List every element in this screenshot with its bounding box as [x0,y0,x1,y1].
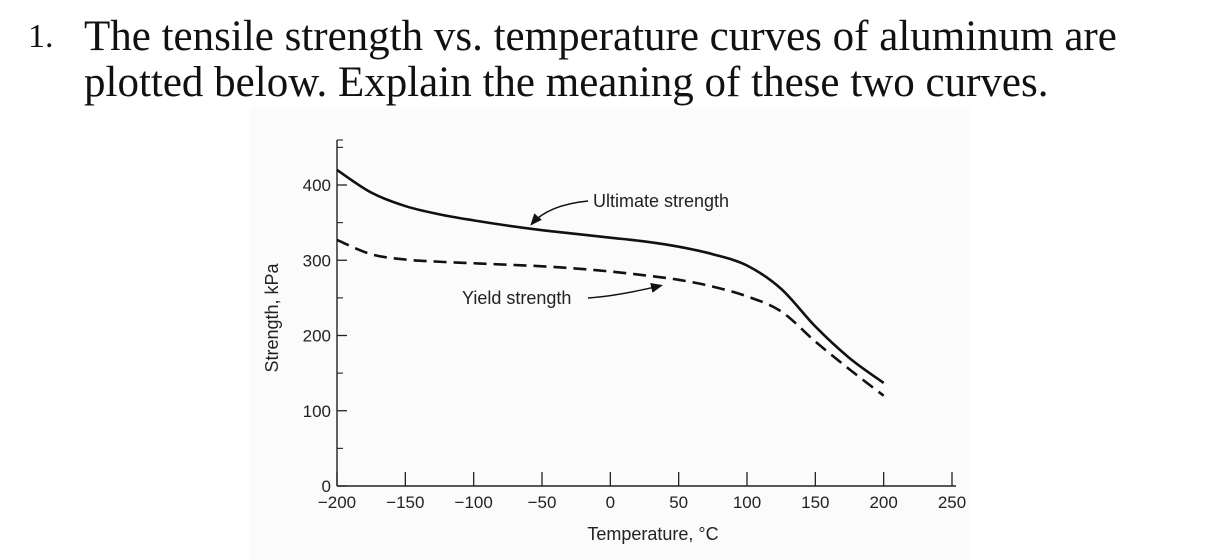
question-text: The tensile strength vs. temperature cur… [84,13,1117,106]
yield-strength-label: Yield strength [462,288,571,308]
axes [336,140,956,487]
x-tick-label: 0 [606,493,615,512]
y-tick-label: 0 [322,477,331,496]
y-axis-label: Strength, kPa [262,262,282,372]
curves [336,168,885,397]
x-tick-label: −150 [386,493,424,512]
y-tick-label: 200 [303,327,331,346]
y-tick-label: 300 [303,251,331,270]
x-tick-label: 150 [801,493,829,512]
y-tick-label: 100 [303,402,331,421]
question-number: 1. [28,18,54,55]
yield-strength-curve [336,238,885,397]
x-tick-label: 50 [669,493,688,512]
x-tick-label: 100 [733,493,761,512]
x-axis-label: Temperature, °C [587,524,718,544]
y-tick-label: 400 [303,176,331,195]
ticks: 0 100 200 300 400 −200 −150 −100 −50 0 50 100 150 200… [303,139,966,512]
x-tick-label: −100 [455,493,493,512]
x-tick-label: 200 [869,493,897,512]
ultimate-strength-arrow [530,200,589,226]
ultimate-strength-label: Ultimate strength [593,191,729,211]
annotations: Ultimate strength Yield strength [462,191,729,308]
yield-strength-arrow [587,283,663,299]
ultimate-strength-curve [336,168,885,384]
x-tick-label: 250 [938,493,966,512]
x-tick-label: −50 [528,493,557,512]
x-tick-label: −200 [318,493,356,512]
